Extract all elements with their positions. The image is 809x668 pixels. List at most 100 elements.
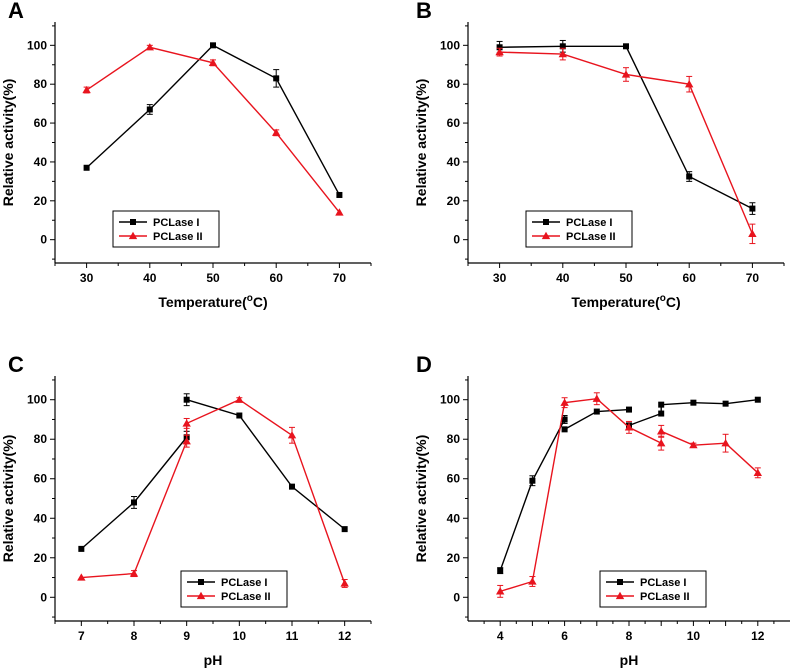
data-point: [83, 164, 90, 171]
data-point: [341, 526, 348, 533]
data-point: [529, 477, 536, 484]
series-pclase-i: [78, 393, 348, 552]
data-point: [754, 396, 761, 403]
series-line: [186, 399, 346, 530]
data-point: [561, 416, 568, 423]
data-point: [78, 545, 85, 552]
x-axis-title-main: Temperature(: [158, 294, 247, 310]
legend-label: PCLase I: [640, 577, 686, 589]
data-point: [287, 431, 297, 439]
legend: PCLase I PCLase II: [112, 210, 220, 248]
x-tick-label: 6: [561, 629, 568, 643]
x-tick-label: 12: [751, 629, 765, 643]
data-point: [626, 406, 632, 413]
y-axis-title: Relative activity(%): [0, 79, 16, 207]
series-line: [86, 44, 341, 196]
y-tick-label: 100: [440, 393, 460, 407]
chart-panel-a: A 0 20 40 60 80 100 30 40 50 60 70 Temperature(oC) Re…: [0, 0, 372, 310]
x-tick-label: 8: [626, 629, 633, 643]
data-point: [182, 419, 191, 427]
chart-panel-d: D 0 20 40 60 80 100 4 6 8 10 12 pH Relative activity(…: [413, 352, 790, 668]
data-point: [208, 58, 218, 66]
data-point: [657, 438, 666, 447]
y-tick-label: 20: [447, 551, 461, 565]
chart-panel-b: B 0 20 40 60 80 100 30 40 50 60 70 Temperature(oC) Re…: [413, 0, 785, 310]
series-pclase-ii: [495, 47, 757, 245]
y-tick-label: 100: [27, 38, 47, 52]
data-point: [182, 437, 191, 445]
x-tick-label: 70: [746, 271, 760, 285]
legend-box: [525, 210, 633, 248]
legend: PCLase I PCLase II: [180, 570, 288, 608]
data-point: [146, 106, 153, 113]
data-point: [131, 499, 137, 506]
data-point: [497, 567, 504, 574]
data-point: [658, 410, 665, 417]
data-point: [496, 44, 503, 51]
y-tick-label: 0: [40, 590, 47, 604]
data-point: [690, 399, 697, 406]
data-point: [183, 396, 190, 403]
y-tick-label: 20: [34, 194, 48, 208]
legend-marker: [617, 579, 623, 585]
x-axis-title-main: pH: [620, 652, 639, 668]
legend-label: PCLase II: [640, 591, 690, 603]
data-point: [129, 569, 139, 577]
x-axis-title-superscript: o: [247, 293, 253, 304]
legend-marker: [198, 579, 204, 585]
series-line: [133, 398, 346, 584]
data-point: [558, 49, 567, 58]
x-axis-title-main: Temperature(: [571, 294, 660, 310]
y-tick-label: 60: [447, 116, 461, 130]
series-line: [499, 397, 662, 593]
panel-letter: A: [8, 0, 24, 23]
y-axis-title: Relative activity(%): [413, 79, 429, 207]
legend-box: [599, 570, 707, 608]
legend-marker: [196, 591, 206, 600]
data-point: [561, 426, 568, 433]
x-tick-label: 10: [687, 629, 701, 643]
data-point: [210, 42, 216, 49]
x-tick-label: 7: [78, 629, 85, 643]
series-pclase-ii: [77, 395, 349, 588]
x-tick-label: 40: [143, 271, 157, 285]
x-tick-label: 30: [80, 271, 94, 285]
y-tick-label: 60: [34, 472, 48, 486]
legend-label: PCLase II: [566, 231, 616, 243]
y-tick-label: 100: [27, 393, 47, 407]
x-axis-title: Temperature(oC): [571, 293, 680, 310]
x-tick-label: 60: [683, 271, 697, 285]
data-point: [236, 412, 243, 419]
x-tick-label: 40: [556, 271, 570, 285]
data-point: [528, 577, 537, 585]
data-point: [495, 47, 504, 56]
legend-label: PCLase I: [221, 577, 267, 589]
data-point: [235, 395, 244, 403]
y-tick-label: 60: [34, 116, 48, 130]
data-point: [145, 43, 154, 51]
legend-marker: [615, 591, 625, 600]
x-axis-title: pH: [620, 652, 639, 668]
data-point: [340, 579, 349, 587]
series-pclase-i: [83, 42, 343, 198]
data-point: [593, 408, 600, 415]
y-tick-label: 100: [440, 38, 460, 52]
y-tick-label: 20: [447, 194, 461, 208]
data-point: [559, 43, 566, 50]
data-point: [592, 394, 601, 402]
y-tick-label: 40: [447, 155, 461, 169]
x-tick-label: 11: [286, 629, 299, 643]
x-axis-title: Temperature(oC): [158, 293, 267, 310]
x-axis-title-superscript: o: [660, 293, 666, 304]
series-pclase-ii: [82, 43, 344, 216]
data-point: [496, 587, 505, 595]
legend-marker: [128, 231, 138, 240]
panel-letter: D: [416, 352, 432, 377]
y-tick-label: 0: [40, 233, 47, 247]
data-point: [82, 85, 91, 94]
legend-marker: [130, 219, 136, 225]
legend-label: PCLase II: [221, 591, 271, 603]
x-tick-label: 30: [493, 271, 507, 285]
data-point: [621, 70, 631, 78]
